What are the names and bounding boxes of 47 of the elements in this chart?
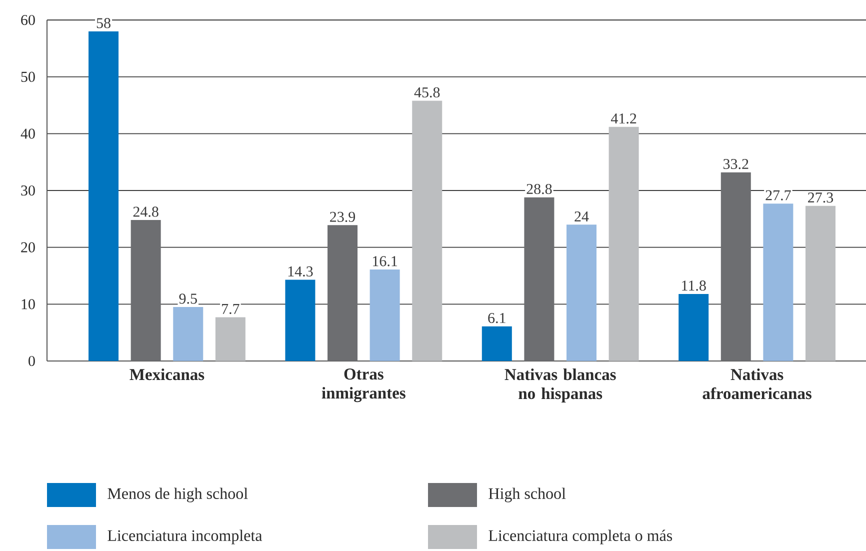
- data-label: 24.8: [133, 206, 158, 217]
- data-label: 27.7: [766, 190, 791, 200]
- x-tick-label: Mexicanas: [130, 368, 204, 380]
- bar: [482, 326, 512, 361]
- bar: [370, 270, 400, 361]
- legend-label: Licenciatura incompleta: [108, 530, 262, 544]
- bar: [566, 224, 597, 361]
- y-tick-label: 10: [22, 299, 35, 310]
- bar: [130, 220, 161, 361]
- y-tick-label: 60: [21, 14, 35, 26]
- bar: [608, 126, 639, 361]
- y-tick-label: 20: [21, 242, 35, 252]
- bar: [720, 172, 751, 361]
- bar: [763, 204, 794, 361]
- data-label: 9.5: [179, 294, 197, 304]
- bar: [805, 206, 836, 361]
- x-tick-label: Nativas afroamericanas: [702, 368, 812, 400]
- bar: [524, 197, 554, 361]
- bar: [328, 225, 358, 361]
- bar: [678, 294, 709, 361]
- data-label: 23.9: [330, 212, 356, 222]
- bar: [215, 317, 246, 361]
- data-label: 27.3: [808, 192, 834, 203]
- data-label: 28.8: [526, 184, 552, 194]
- y-tick-label: 50: [21, 72, 35, 82]
- bar: [412, 100, 442, 361]
- data-label: 14.3: [288, 266, 313, 277]
- data-label: 6.1: [488, 312, 506, 324]
- data-label: 7.7: [222, 304, 240, 314]
- data-label: 33.2: [723, 158, 748, 170]
- legend-label: High school: [488, 488, 566, 502]
- data-label: 41.2: [610, 114, 636, 124]
- legend-label: Licenciatura completa o más: [488, 530, 672, 544]
- data-label: 58: [96, 18, 110, 28]
- bar: [285, 280, 316, 361]
- data-label: 45.8: [414, 87, 440, 98]
- bar: [173, 307, 204, 361]
- data-label: 16.1: [373, 256, 398, 266]
- data-label: 24: [574, 211, 589, 222]
- data-label: 11.8: [682, 280, 706, 291]
- y-tick-label: 30: [21, 185, 35, 196]
- y-tick-label: 40: [20, 128, 35, 139]
- y-tick-label: 0: [28, 356, 35, 366]
- x-tick-label: Otras inmigrantes: [322, 368, 406, 402]
- legend-label: Menos de high school: [108, 488, 248, 502]
- bar: [88, 31, 119, 361]
- x-tick-label: Nativas blancas no hispanas: [504, 368, 616, 402]
